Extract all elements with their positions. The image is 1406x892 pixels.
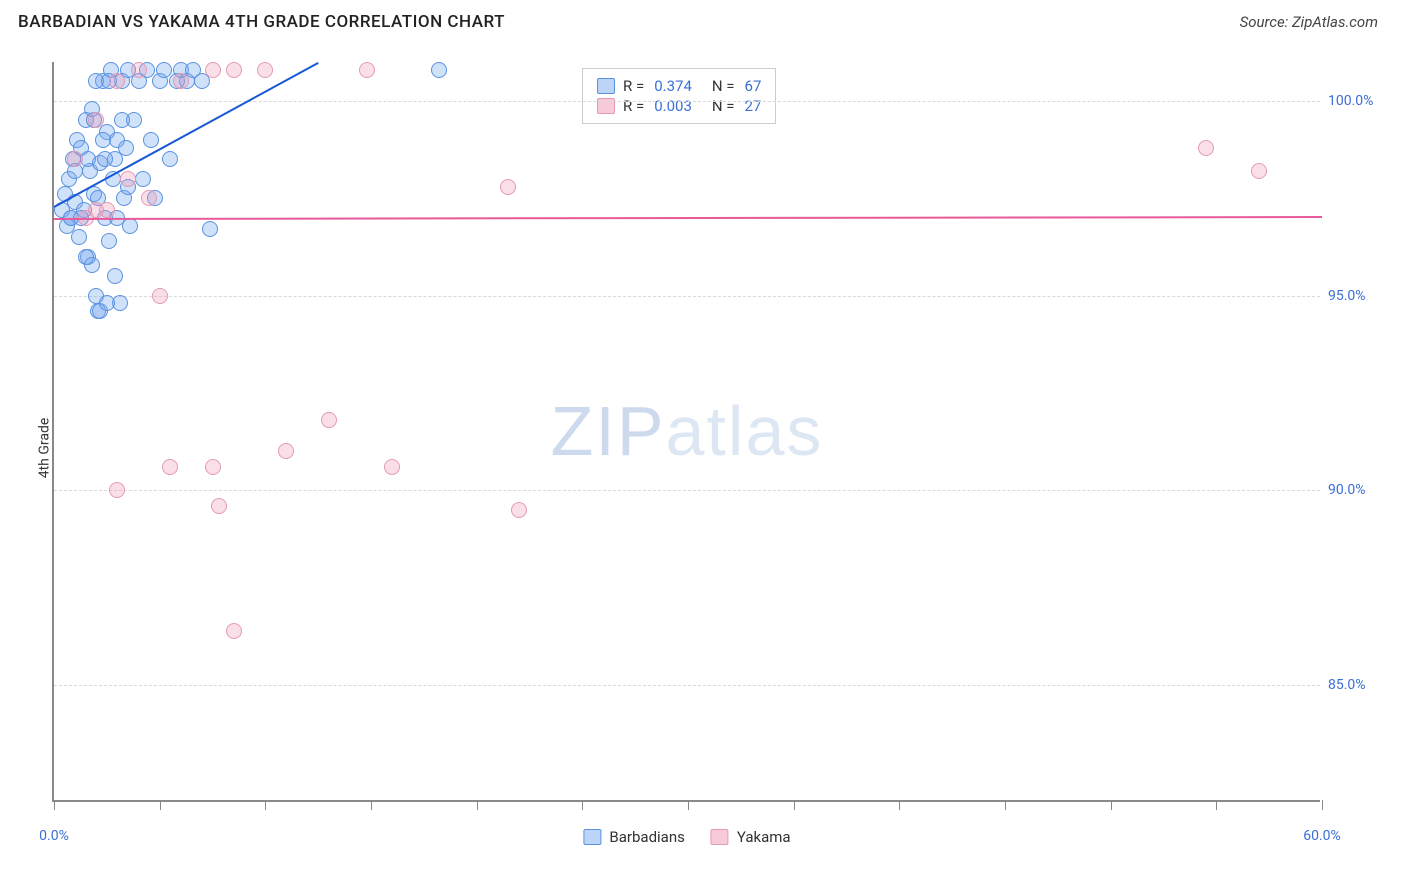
data-point: [143, 132, 159, 148]
chart-container: 4th Grade ZIPatlas R = 0.374N = 67R = 0.…: [18, 48, 1388, 848]
data-point: [135, 171, 151, 187]
y-tick-label: 95.0%: [1328, 288, 1388, 304]
data-point: [384, 459, 400, 475]
data-point: [109, 482, 125, 498]
data-point: [162, 459, 178, 475]
chart-source: Source: ZipAtlas.com: [1240, 13, 1378, 31]
legend-item: Barbadians: [583, 828, 684, 846]
legend-r-value: 0.374: [654, 77, 692, 95]
data-point: [120, 171, 136, 187]
data-point: [1198, 140, 1214, 156]
gridline-h: [54, 685, 1320, 686]
data-point: [321, 412, 337, 428]
data-point: [84, 257, 100, 273]
legend-r-label: R =: [623, 97, 644, 115]
y-tick-label: 100.0%: [1328, 93, 1388, 109]
y-tick-label: 85.0%: [1328, 677, 1388, 693]
chart-header: BARBADIAN VS YAKAMA 4TH GRADE CORRELATIO…: [0, 0, 1406, 40]
legend-item: Yakama: [711, 828, 791, 846]
watermark-bold: ZIP: [551, 392, 666, 470]
data-point: [500, 179, 516, 195]
data-point: [226, 62, 242, 78]
x-tick: [54, 800, 55, 810]
data-point: [359, 62, 375, 78]
data-point: [99, 295, 115, 311]
gridline-h: [54, 296, 1320, 297]
data-point: [173, 73, 189, 89]
legend-r-value: 0.003: [654, 97, 692, 115]
legend-label: Yakama: [737, 828, 791, 846]
legend-n-label: N =: [712, 77, 735, 95]
plot-area: ZIPatlas R = 0.374N = 67R = 0.003N = 27 …: [52, 62, 1320, 802]
data-point: [162, 151, 178, 167]
data-point: [101, 233, 117, 249]
x-tick: [1005, 800, 1006, 810]
x-tick: [477, 800, 478, 810]
x-tick: [1111, 800, 1112, 810]
x-tick: [1322, 800, 1323, 810]
data-point: [211, 498, 227, 514]
legend-row: R = 0.374 N = 67: [597, 77, 761, 95]
x-tick-label: 60.0%: [1303, 828, 1341, 844]
data-point: [1251, 163, 1267, 179]
data-point: [278, 443, 294, 459]
stats-legend: R = 0.374 N = 67 R = 0.003 N = 27: [582, 68, 776, 124]
legend-n-value: 27: [745, 97, 762, 115]
data-point: [107, 268, 123, 284]
x-tick: [265, 800, 266, 810]
x-tick: [582, 800, 583, 810]
data-point: [202, 221, 218, 237]
legend-n-value: 67: [745, 77, 762, 95]
watermark: ZIPatlas: [551, 391, 824, 471]
x-tick: [899, 800, 900, 810]
y-tick-label: 90.0%: [1328, 482, 1388, 498]
data-point: [257, 62, 273, 78]
watermark-light: atlas: [666, 392, 824, 470]
data-point: [109, 73, 125, 89]
x-tick-label: 0.0%: [39, 828, 69, 844]
data-point: [95, 132, 111, 148]
data-point: [97, 151, 113, 167]
legend-label: Barbadians: [609, 828, 684, 846]
data-point: [88, 112, 104, 128]
x-tick: [160, 800, 161, 810]
legend-swatch: [597, 78, 615, 94]
data-point: [88, 202, 104, 218]
data-point: [131, 62, 147, 78]
x-tick: [371, 800, 372, 810]
data-point: [511, 502, 527, 518]
legend-r-label: R =: [623, 77, 644, 95]
data-point: [431, 62, 447, 78]
y-axis-label: 4th Grade: [36, 418, 52, 479]
series-legend: Barbadians Yakama: [583, 828, 790, 846]
data-point: [152, 288, 168, 304]
data-point: [205, 459, 221, 475]
legend-n-label: N =: [712, 97, 735, 115]
x-tick: [1216, 800, 1217, 810]
legend-row: R = 0.003 N = 27: [597, 97, 761, 115]
data-point: [226, 623, 242, 639]
chart-title: BARBADIAN VS YAKAMA 4TH GRADE CORRELATIO…: [18, 12, 505, 32]
trend-line: [54, 216, 1322, 220]
data-point: [114, 112, 130, 128]
legend-swatch: [711, 829, 729, 845]
data-point: [141, 190, 157, 206]
gridline-h: [54, 490, 1320, 491]
data-point: [67, 151, 83, 167]
data-point: [71, 229, 87, 245]
x-tick: [688, 800, 689, 810]
x-tick: [794, 800, 795, 810]
legend-swatch: [583, 829, 601, 845]
data-point: [205, 62, 221, 78]
